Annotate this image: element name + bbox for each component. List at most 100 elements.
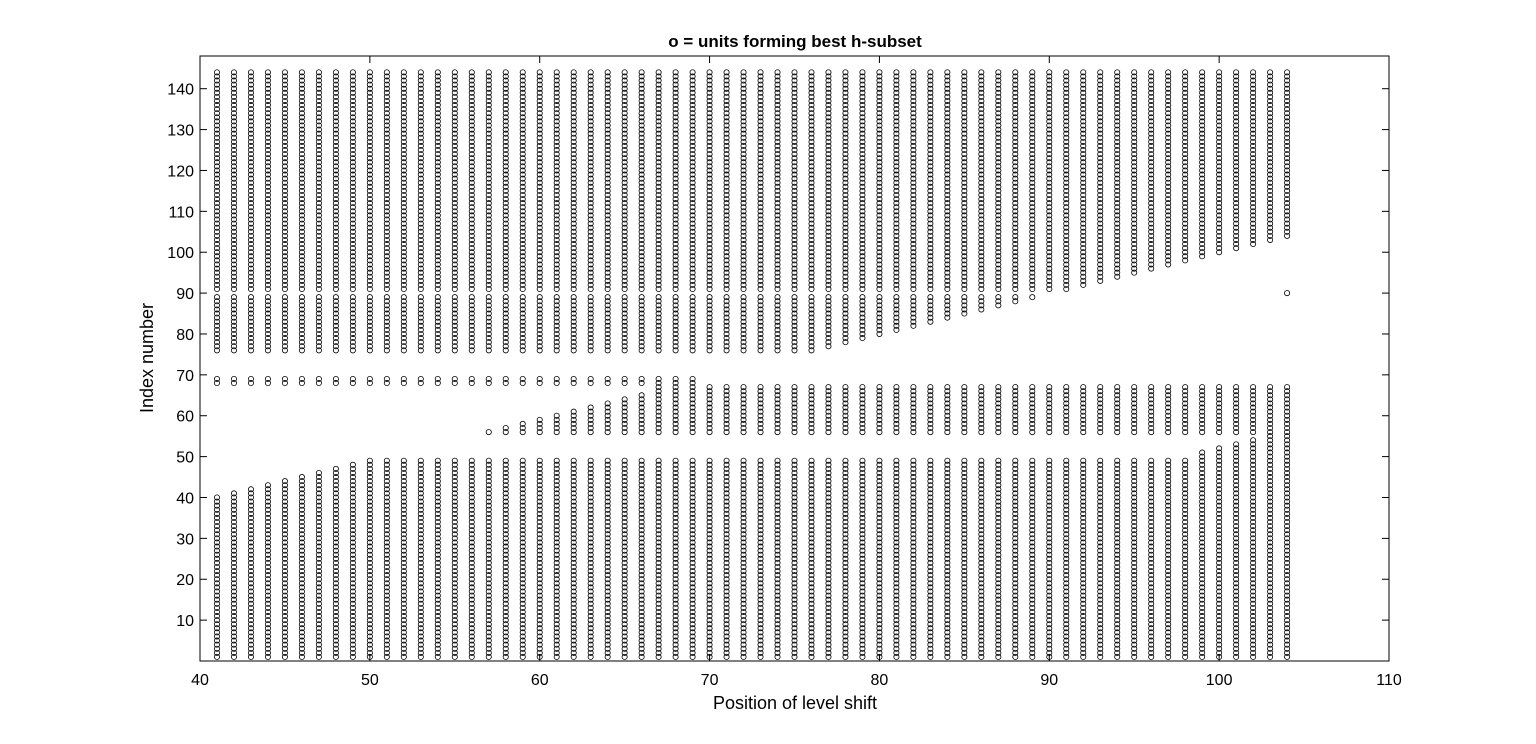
data-point [315, 580, 322, 587]
data-point [230, 196, 237, 203]
data-point [315, 347, 322, 354]
data-point [247, 196, 254, 203]
data-point [383, 118, 390, 125]
data-point [383, 514, 390, 521]
data-point [281, 159, 288, 166]
data-point [417, 220, 424, 227]
data-point [230, 269, 237, 276]
data-point [298, 261, 305, 268]
data-point [332, 596, 339, 603]
data-point [417, 265, 424, 272]
data-point [383, 167, 390, 174]
data-point [230, 261, 237, 268]
data-point [230, 220, 237, 227]
data-point [315, 159, 322, 166]
data-point [332, 302, 339, 309]
data-point [315, 637, 322, 644]
data-point [298, 147, 305, 154]
data-point [417, 167, 424, 174]
data-point [417, 613, 424, 620]
data-point [264, 196, 271, 203]
data-point [332, 261, 339, 268]
data-point [247, 277, 254, 284]
data-point [213, 179, 220, 186]
data-point [366, 220, 373, 227]
data-point [400, 306, 407, 313]
data-point [332, 584, 339, 591]
data-point [366, 167, 373, 174]
data-point [281, 600, 288, 607]
data-point [247, 608, 254, 615]
data-point [434, 637, 441, 644]
data-point [298, 498, 305, 505]
data-point [213, 596, 220, 603]
data-point [230, 502, 237, 509]
data-point [366, 302, 373, 309]
data-point [230, 343, 237, 350]
data-point [213, 653, 220, 660]
data-point [332, 212, 339, 219]
data-point [315, 167, 322, 174]
data-point [315, 175, 322, 182]
data-point [264, 179, 271, 186]
data-point [264, 547, 271, 554]
data-point [264, 580, 271, 587]
data-point [298, 151, 305, 158]
data-point [332, 298, 339, 305]
data-point [400, 380, 407, 387]
data-point [213, 339, 220, 346]
data-point [247, 527, 254, 534]
data-point [400, 81, 407, 88]
data-point [281, 641, 288, 648]
data-point [400, 343, 407, 350]
data-point [264, 232, 271, 239]
data-point [315, 608, 322, 615]
data-point [366, 335, 373, 342]
data-point [281, 543, 288, 550]
data-point [366, 294, 373, 301]
data-point [264, 588, 271, 595]
data-point [332, 637, 339, 644]
data-point [230, 155, 237, 162]
data-point [366, 645, 373, 652]
data-point [315, 641, 322, 648]
data-point [264, 306, 271, 313]
data-point [383, 163, 390, 170]
data-point [400, 196, 407, 203]
data-point [417, 306, 424, 313]
data-point [298, 167, 305, 174]
data-point [315, 286, 322, 293]
data-point [349, 122, 356, 129]
data-point [264, 93, 271, 100]
data-point [213, 208, 220, 215]
data-point [213, 613, 220, 620]
data-point [281, 81, 288, 88]
data-point [400, 653, 407, 660]
data-point [298, 155, 305, 162]
data-point [247, 269, 254, 276]
data-point [230, 380, 237, 387]
data-point [264, 330, 271, 337]
data-point [298, 253, 305, 260]
data-point [298, 633, 305, 640]
data-point [400, 286, 407, 293]
data-point [417, 527, 424, 534]
data-point [332, 191, 339, 198]
data-point [417, 347, 424, 354]
data-point [366, 269, 373, 276]
data-point [417, 604, 424, 611]
data-point [264, 102, 271, 109]
data-point [366, 142, 373, 149]
data-point [366, 519, 373, 526]
data-point [400, 335, 407, 342]
data-point [383, 269, 390, 276]
data-point [332, 281, 339, 288]
data-point [298, 306, 305, 313]
data-point [417, 298, 424, 305]
data-point [400, 200, 407, 207]
data-point [281, 298, 288, 305]
data-point [383, 617, 390, 624]
data-point [349, 519, 356, 526]
data-point [230, 608, 237, 615]
data-point [213, 155, 220, 162]
